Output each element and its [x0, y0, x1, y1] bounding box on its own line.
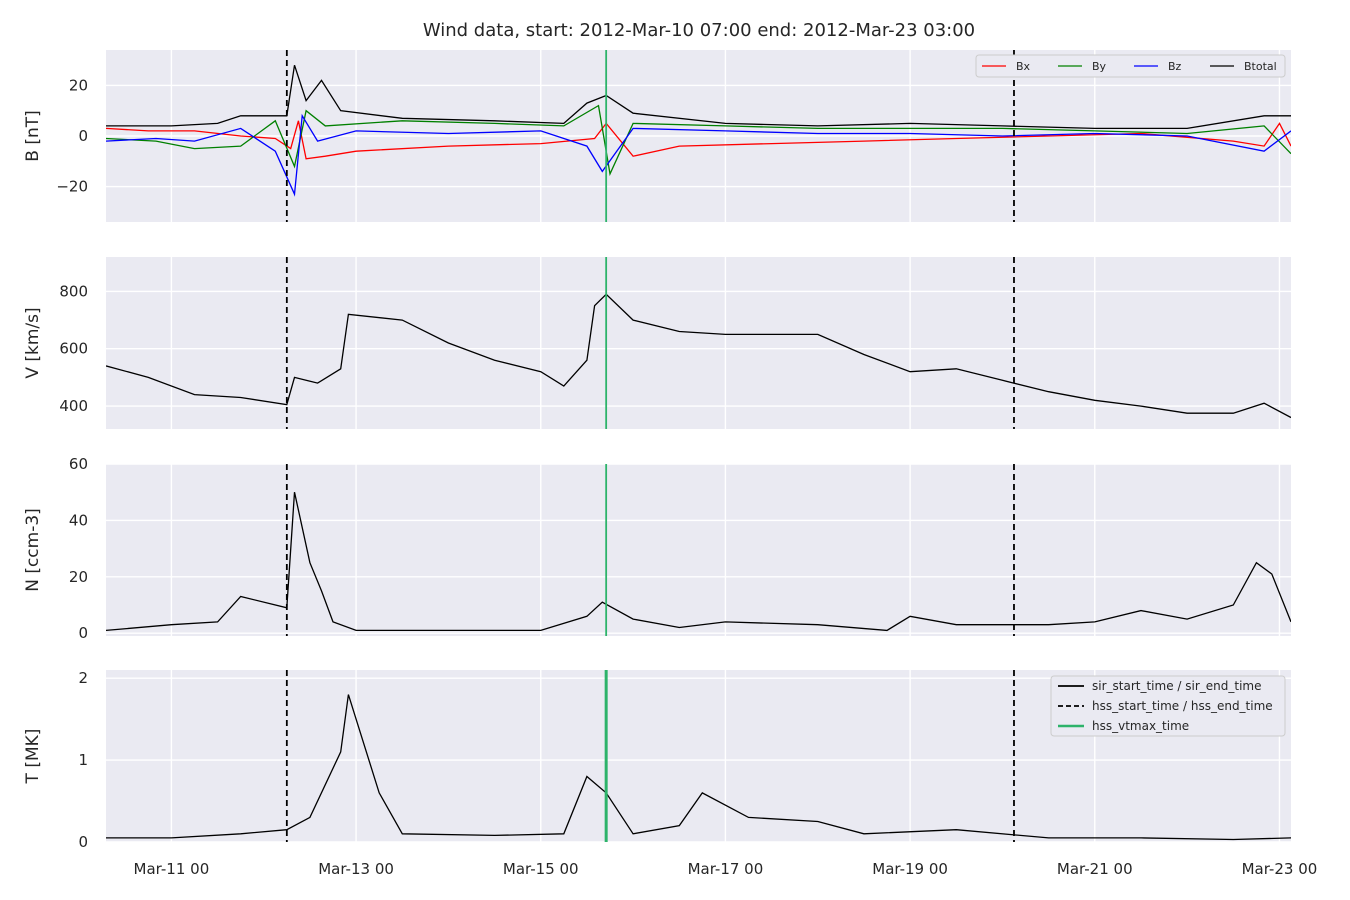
legend-label-By: By [1092, 60, 1107, 73]
y-tick-label: 800 [59, 282, 88, 300]
y-tick-label: −20 [56, 178, 88, 196]
panel-3: 60 40 20 0 N [ccm-3] [23, 455, 1291, 642]
plot-area [106, 464, 1291, 636]
chart-title: Wind data, start: 2012-Mar-10 07:00 end:… [423, 20, 975, 41]
legend-label-Bz: Bz [1168, 60, 1182, 73]
y-tick-label: 20 [69, 76, 88, 94]
y-tick-label: 20 [69, 568, 88, 586]
y-axis-label: B [nT] [23, 110, 43, 162]
series-line-value [106, 293, 1291, 419]
legend-label-Bx: Bx [1016, 60, 1031, 73]
y-tick-label: 40 [69, 511, 88, 529]
y-tick-label: 1 [78, 751, 88, 769]
marker-legend: sir_start_time / sir_end_time hss_start_t… [1050, 675, 1286, 737]
y-axis-label: N [ccm-3] [23, 508, 43, 592]
y-tick-label: 0 [78, 833, 88, 851]
x-tick-label: Mar-17 00 [688, 860, 764, 878]
y-tick-label: 600 [59, 340, 88, 358]
y-tick-label: 0 [78, 624, 88, 642]
x-tick-label: Mar-11 00 [134, 860, 210, 878]
x-tick-label: Mar-13 00 [318, 860, 394, 878]
legend-box [1050, 675, 1286, 737]
y-tick-label: 60 [69, 455, 88, 473]
marker-legend-label: sir_start_time / sir_end_time [1092, 679, 1262, 693]
marker-legend-label: hss_vtmax_time [1092, 719, 1189, 733]
y-tick-label: 0 [78, 127, 88, 145]
y-axis-label: T [MK] [23, 729, 43, 785]
panel-2: 800 600 400 V [km/s] [23, 257, 1291, 429]
series-line-Btotal [106, 64, 1291, 130]
legend-box [975, 54, 1286, 78]
x-axis-ticks: Mar-11 00 Mar-13 00 Mar-15 00 Mar-17 00 Mar-… [134, 860, 1318, 878]
x-tick-label: Mar-15 00 [503, 860, 579, 878]
panel-1: 20 0 −20 B [nT] [23, 50, 1291, 222]
b-legend: Bx By Bz Btotal [975, 54, 1286, 78]
y-axis-label: V [km/s] [23, 307, 43, 378]
legend-label-Btotal: Btotal [1244, 60, 1277, 73]
series-line-value [106, 492, 1291, 632]
series-line-value [106, 694, 1291, 841]
x-tick-label: Mar-21 00 [1057, 860, 1133, 878]
y-tick-label: 2 [78, 669, 88, 687]
y-tick-label: 400 [59, 397, 88, 415]
x-tick-label: Mar-19 00 [872, 860, 948, 878]
series-line-Bz [106, 113, 1291, 197]
marker-legend-label: hss_start_time / hss_end_time [1092, 699, 1273, 713]
series-line-By [106, 104, 1291, 177]
series-line-Bx [106, 120, 1291, 160]
x-tick-label: Mar-23 00 [1242, 860, 1318, 878]
